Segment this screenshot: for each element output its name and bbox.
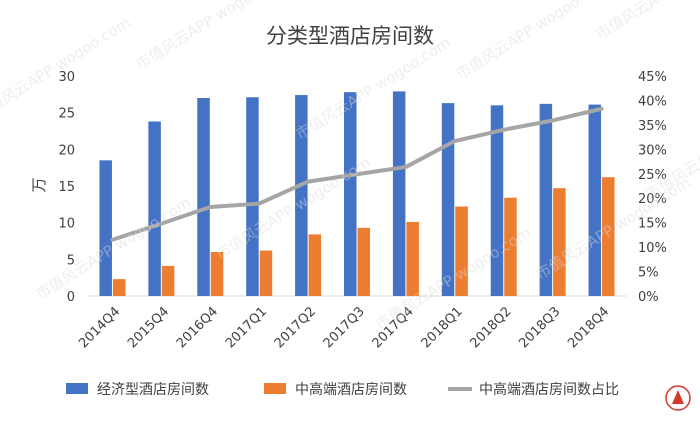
bar-midhigh bbox=[455, 206, 468, 296]
x-tick-label: 2017Q2 bbox=[272, 304, 319, 351]
y-tick-label: 15 bbox=[58, 180, 75, 195]
y-axis-label: 万 bbox=[30, 177, 48, 192]
chart-title: 分类型酒店房间数 bbox=[266, 24, 434, 48]
y2-tick-label: 10% bbox=[638, 241, 667, 256]
bar-midhigh bbox=[112, 279, 126, 296]
plot-area: 0 5 10 15 20 25 30 0% 5% 10% 15% 20% 25% 30% 35% 40% 45%… bbox=[58, 70, 666, 351]
bar-midhigh bbox=[357, 227, 370, 296]
watermark-text: 市值风云APP wogoo.com bbox=[293, 33, 454, 143]
bar-midhigh bbox=[602, 177, 615, 296]
legend-label: 中高端酒店房间数占比 bbox=[479, 381, 619, 398]
y2-tick-label: 15% bbox=[638, 217, 667, 232]
x-tick-label: 2018Q3 bbox=[516, 304, 563, 351]
bar-midhigh bbox=[406, 221, 419, 296]
logo-mark bbox=[672, 390, 684, 404]
legend-swatch bbox=[66, 383, 88, 394]
y-tick-label: 10 bbox=[58, 217, 75, 232]
legend-swatch bbox=[264, 383, 286, 394]
x-tick-label: 2014Q4 bbox=[76, 304, 123, 351]
bar-economy bbox=[392, 91, 406, 297]
y2-tick-label: 30% bbox=[638, 143, 667, 158]
legend: 经济型酒店房间数 中高端酒店房间数 中高端酒店房间数占比 bbox=[66, 381, 691, 411]
x-tick-label: 2018Q1 bbox=[419, 304, 466, 351]
logo-stamp bbox=[665, 385, 691, 411]
x-tick-label: 2018Q2 bbox=[467, 304, 514, 351]
bar-economy bbox=[588, 104, 602, 296]
y2-tick-label: 5% bbox=[638, 266, 659, 281]
x-tick-label: 2018Q4 bbox=[565, 304, 612, 351]
x-tick-label: 2017Q3 bbox=[321, 304, 368, 351]
y2-tick-label: 40% bbox=[638, 94, 667, 109]
bar-economy bbox=[539, 103, 553, 296]
bar-economy bbox=[295, 95, 308, 296]
bar-economy bbox=[148, 121, 161, 296]
y-tick-label: 0 bbox=[67, 290, 75, 305]
bar-economy bbox=[441, 103, 455, 296]
bar-midhigh bbox=[308, 234, 322, 296]
y2-tick-label: 45% bbox=[638, 70, 667, 85]
y-tick-label: 30 bbox=[58, 70, 75, 85]
x-tick-label: 2017Q1 bbox=[223, 304, 270, 351]
bar-economy bbox=[99, 160, 112, 296]
bar-economy bbox=[246, 97, 259, 297]
y2-tick-label: 35% bbox=[638, 119, 667, 134]
legend-label: 经济型酒店房间数 bbox=[97, 382, 209, 398]
y2-tick-label: 0% bbox=[638, 290, 659, 305]
bar-midhigh bbox=[504, 197, 517, 296]
watermark-text: 市值风云APP wogoo.com bbox=[593, 0, 700, 43]
y2-tick-label: 20% bbox=[638, 192, 667, 207]
bar-economy bbox=[344, 92, 357, 296]
bar-midhigh bbox=[161, 265, 175, 296]
bar-economy bbox=[197, 98, 210, 296]
y2-tick-label: 25% bbox=[638, 168, 667, 183]
bar-midhigh bbox=[210, 252, 224, 296]
y-tick-label: 5 bbox=[67, 253, 75, 268]
legend-label: 中高端酒店房间数 bbox=[295, 381, 407, 398]
bar-midhigh bbox=[553, 188, 566, 296]
y-tick-label: 20 bbox=[58, 143, 75, 158]
bar-midhigh bbox=[259, 250, 273, 296]
bar-economy bbox=[490, 105, 504, 296]
y-tick-label: 25 bbox=[58, 107, 75, 122]
x-tick-label: 2015Q4 bbox=[125, 304, 172, 351]
watermark-text: 市值风云APP wogoo.com bbox=[453, 0, 614, 83]
x-tick-label: 2016Q4 bbox=[174, 304, 221, 351]
share-line bbox=[110, 106, 604, 242]
